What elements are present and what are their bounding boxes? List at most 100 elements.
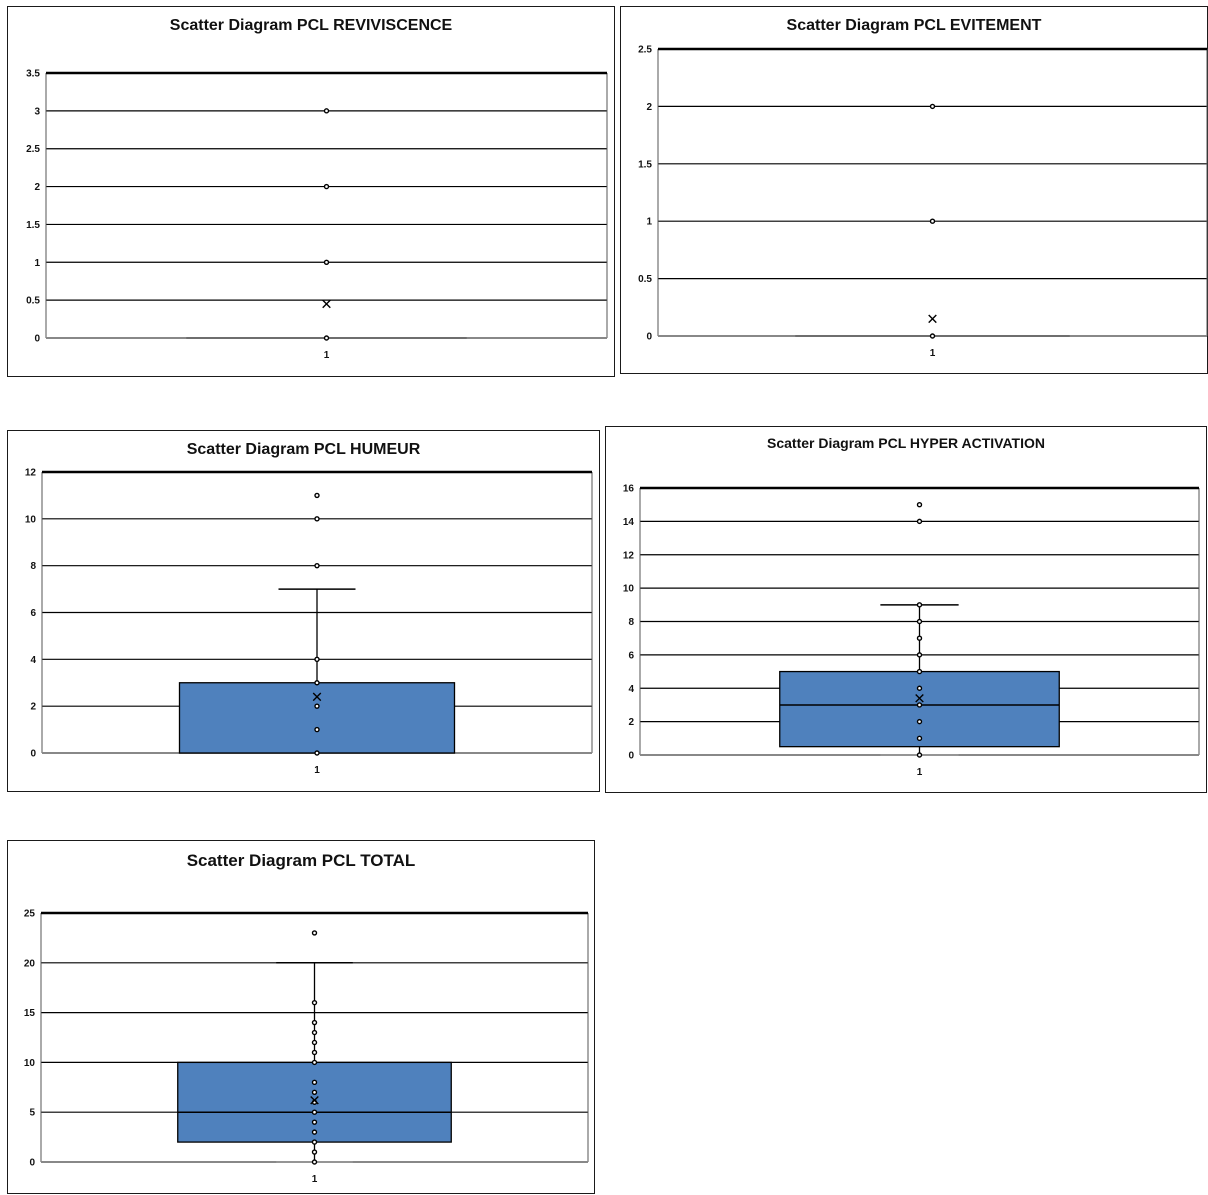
- chart-panel-evitement: Scatter Diagram PCL EVITEMENT 0 0.5 1 1.5 2 2…: [620, 6, 1208, 374]
- mean-marker: [322, 299, 331, 309]
- box: [779, 670, 1060, 748]
- data-point: [314, 726, 320, 733]
- data-point: [314, 516, 320, 522]
- y-tick-label: 0.5: [638, 274, 652, 285]
- data-point: [916, 618, 923, 625]
- data-point: [311, 1109, 318, 1115]
- chart-title: Scatter Diagram PCL TOTAL: [186, 851, 416, 870]
- chart-svg: 0 0.5 1 1.5 2 2.5 3 3.5 1: [26, 69, 608, 361]
- data-point: [323, 108, 330, 114]
- data-point: [311, 1029, 318, 1036]
- y-tick-label: 0: [29, 1158, 35, 1169]
- y-tick-label: 1: [34, 258, 40, 269]
- data-point: [916, 702, 923, 708]
- y-tick-label: 2: [34, 182, 40, 193]
- data-point: [311, 1039, 318, 1046]
- chart-panel-humeur: Scatter Diagram PCL HUMEUR 0 2 4 6 8 10 12 1: [7, 430, 600, 792]
- x-tick-label: 1: [917, 767, 923, 778]
- y-tick-label: 16: [623, 484, 635, 495]
- y-tick-label: 2.5: [26, 144, 40, 155]
- data-point: [916, 752, 923, 758]
- mean-marker: [310, 1095, 319, 1105]
- mean-marker: [312, 692, 322, 702]
- data-point: [323, 335, 330, 341]
- y-tick-label: 15: [24, 1008, 36, 1019]
- data-point: [916, 668, 923, 675]
- chart-svg: 0 5 10 15 20 25 1: [24, 909, 589, 1185]
- chart-title: Scatter Diagram PCL EVITEMENT: [786, 17, 1042, 34]
- data-point: [916, 718, 923, 725]
- y-tick-label: 3.5: [26, 69, 40, 80]
- data-point: [929, 333, 936, 339]
- data-point: [311, 999, 318, 1006]
- y-tick-label: 0: [34, 334, 40, 345]
- data-point: [314, 656, 320, 663]
- data-point: [929, 103, 936, 110]
- data-point: [916, 652, 923, 658]
- box: [178, 682, 456, 754]
- chart-panel-reviviscence: Scatter Diagram PCL REVIVISCENCE 0 0.5 1 1.…: [7, 6, 615, 377]
- data-point: [311, 1129, 318, 1135]
- y-tick-label: 0: [646, 332, 652, 343]
- y-tick-label: 4: [30, 655, 36, 666]
- chart-svg: 0 0.5 1 1.5 2 2.5 1: [638, 45, 1208, 359]
- x-tick-label: 1: [312, 1174, 318, 1185]
- y-tick-label: 2: [646, 102, 652, 113]
- y-tick-label: 0: [628, 751, 634, 762]
- data-point: [314, 492, 320, 499]
- chart-svg: 0 2 4 6 8 10 12 1: [25, 468, 593, 776]
- data-point: [311, 1049, 318, 1056]
- y-tick-label: 2.5: [638, 45, 652, 56]
- data-point: [311, 1059, 318, 1066]
- data-point: [916, 602, 923, 608]
- chart-title: Scatter Diagram PCL HYPER ACTIVATION: [767, 435, 1045, 451]
- data-point: [311, 1159, 318, 1165]
- data-point: [916, 735, 923, 742]
- y-tick-label: 20: [24, 958, 36, 969]
- y-tick-label: 0: [30, 749, 36, 760]
- data-point: [311, 1139, 318, 1145]
- y-tick-label: 12: [25, 468, 37, 479]
- data-point: [323, 183, 330, 190]
- x-tick-label: 1: [324, 350, 330, 361]
- chart-title: Scatter Diagram PCL REVIVISCENCE: [169, 17, 453, 34]
- y-tick-label: 25: [24, 909, 36, 920]
- y-tick-label: 2: [30, 702, 36, 713]
- data-point: [311, 1149, 318, 1155]
- data-point: [311, 1119, 318, 1125]
- y-tick-label: 5: [29, 1108, 35, 1119]
- mean-marker: [915, 693, 924, 703]
- y-tick-label: 14: [623, 517, 635, 528]
- x-tick-label: 1: [930, 348, 936, 359]
- y-tick-label: 6: [628, 650, 634, 661]
- data-point: [311, 1019, 318, 1026]
- x-tick-label: 1: [314, 765, 320, 776]
- y-tick-label: 1.5: [26, 220, 40, 231]
- y-tick-label: 2: [628, 717, 634, 728]
- data-point: [314, 680, 320, 686]
- y-tick-label: 10: [623, 584, 635, 595]
- chart-panel-hyper-activation: Scatter Diagram PCL HYPER ACTIVATION 0 2 4…: [605, 426, 1207, 793]
- chart-panel-total: Scatter Diagram PCL TOTAL 0 5 10 15 20 25 1: [7, 840, 595, 1194]
- y-tick-label: 4: [628, 684, 634, 695]
- data-point: [311, 1089, 318, 1095]
- chart-title: Scatter Diagram PCL HUMEUR: [186, 441, 421, 458]
- y-tick-label: 3: [34, 106, 40, 117]
- data-point: [314, 750, 320, 756]
- data-point: [916, 635, 923, 641]
- chart-svg: 0 2 4 6 8 10 12 14 16 1: [623, 484, 1200, 778]
- y-tick-label: 12: [623, 550, 635, 561]
- data-point: [311, 930, 318, 936]
- data-point: [916, 518, 923, 525]
- data-point: [314, 703, 320, 709]
- data-point: [311, 1079, 318, 1086]
- y-tick-label: 0.5: [26, 296, 40, 307]
- data-point: [916, 685, 923, 691]
- data-point: [323, 259, 330, 265]
- data-point: [916, 501, 923, 508]
- y-tick-label: 10: [24, 1058, 36, 1069]
- y-tick-label: 6: [30, 608, 36, 619]
- y-tick-label: 10: [25, 514, 37, 525]
- y-tick-label: 8: [628, 617, 634, 628]
- data-point: [314, 562, 320, 569]
